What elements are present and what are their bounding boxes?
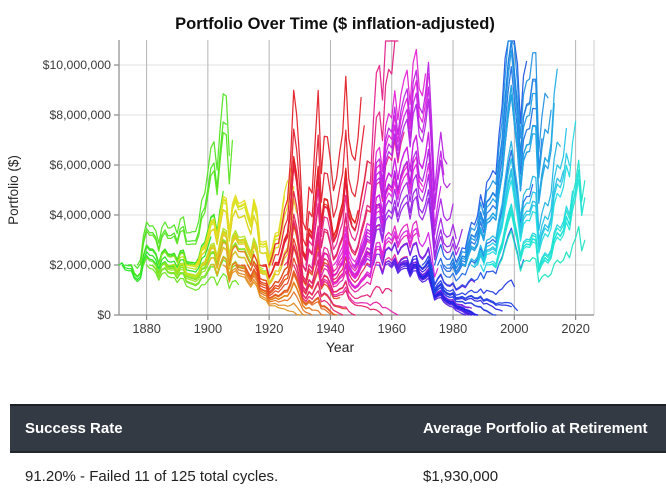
- cycle-line-1970: [421, 255, 515, 296]
- y-tick-label: $6,000,000: [49, 158, 111, 172]
- cycle-line-1987: [473, 127, 568, 266]
- cycle-line-1885: [161, 238, 255, 280]
- results-table: Success Rate Average Portfolio at Retire…: [10, 404, 666, 500]
- cycle-line-1905: [222, 264, 301, 316]
- y-tick-label: $2,000,000: [49, 258, 111, 272]
- cycle-line-1948: [354, 61, 448, 266]
- cycle-line-1939: [326, 220, 420, 288]
- cycle-line-1920: [268, 75, 362, 266]
- cycle-line-1935: [314, 251, 408, 293]
- cycle-line-1934: [311, 131, 405, 273]
- cycle-line-1990: [483, 120, 577, 266]
- x-tick-label: 2000: [500, 321, 528, 336]
- cycle-line-1923: [277, 160, 371, 266]
- cycle-line-1985: [467, 140, 561, 266]
- cycle-line-1982: [458, 49, 552, 266]
- cycle-line-1944: [342, 162, 436, 280]
- cycle-line-1953: [369, 187, 463, 266]
- cycle-line-1984: [464, 68, 558, 266]
- cycle-line-1899: [204, 198, 298, 286]
- cycle-line-1912: [243, 264, 338, 316]
- cycle-line-1952: [366, 196, 460, 268]
- y-tick-label: $4,000,000: [49, 208, 111, 222]
- cycle-line-1930: [299, 259, 393, 300]
- cycle-line-1931: [302, 40, 396, 271]
- cycle-line-1949: [357, 98, 451, 266]
- y-tick-label: $10,000,000: [43, 58, 112, 72]
- cycle-line-1941: [332, 48, 427, 266]
- avg-portfolio-header: Average Portfolio at Retirement: [408, 404, 666, 453]
- cycle-line-1950: [360, 148, 454, 266]
- cycle-line-1947: [351, 86, 445, 269]
- cycle-line-1927: [289, 244, 384, 316]
- cycle-line-1981: [455, 40, 549, 266]
- x-tick-label: 1900: [194, 321, 222, 336]
- cycle-line-1957: [381, 242, 476, 291]
- cycle-lines: [118, 40, 586, 316]
- success-rate-value: 91.20% - Failed 11 of 125 total cycles.: [10, 452, 408, 500]
- x-tick-label: 1980: [439, 321, 467, 336]
- cycle-line-1877: [136, 93, 230, 266]
- cycle-line-1878: [139, 131, 234, 266]
- chart-title: Portfolio Over Time ($ inflation-adjuste…: [175, 15, 495, 33]
- cycle-line-1968: [415, 264, 476, 316]
- cycle-line-1951: [363, 174, 457, 266]
- cycle-line-1928: [293, 264, 344, 316]
- cycle-line-1926: [286, 219, 381, 284]
- results-table-row: 91.20% - Failed 11 of 125 total cycles. …: [10, 452, 666, 500]
- cycle-line-1932: [305, 40, 399, 266]
- cycle-line-1971: [424, 259, 519, 312]
- cycle-line-1945: [345, 227, 439, 289]
- cycle-line-1929: [296, 264, 356, 316]
- cycle-line-1956: [378, 257, 473, 309]
- cycle-line-1908: [231, 261, 325, 316]
- y-axis-title: Portfolio ($): [6, 155, 21, 225]
- x-tick-label: 1880: [132, 321, 160, 336]
- cycle-line-1946: [348, 132, 442, 276]
- cycle-line-1880: [145, 264, 240, 291]
- portfolio-over-time-chart: Portfolio Over Time ($ inflation-adjuste…: [6, 15, 595, 355]
- results-table-header-row: Success Rate Average Portfolio at Retire…: [10, 404, 666, 453]
- cycle-line-1897: [198, 167, 292, 269]
- avg-portfolio-value: $1,930,000: [408, 452, 666, 500]
- cycle-line-1973: [430, 227, 525, 291]
- cycle-line-1961: [394, 264, 466, 316]
- portfolio-chart-svg: Portfolio Over Time ($ inflation-adjuste…: [6, 15, 595, 355]
- cycle-line-1871: [118, 236, 212, 281]
- cycle-line-1906: [225, 264, 307, 316]
- cycle-line-1994: [495, 159, 586, 269]
- axes: [114, 40, 594, 320]
- cycle-line-1976: [440, 149, 534, 282]
- cycle-line-1896: [194, 180, 289, 266]
- y-tick-label: $8,000,000: [49, 108, 111, 122]
- cycle-line-1979: [449, 40, 543, 270]
- cycle-line-1876: [133, 121, 227, 269]
- x-tick-label: 1960: [378, 321, 406, 336]
- cycle-line-1966: [409, 254, 503, 312]
- cycle-line-1983: [461, 93, 555, 267]
- cycle-line-1995: [498, 225, 586, 283]
- cycle-line-1936: [317, 264, 399, 316]
- cycle-line-1938: [323, 232, 417, 290]
- cycle-line-1875: [130, 190, 224, 278]
- cycle-line-1977: [443, 65, 537, 273]
- y-tick-label: $0: [97, 308, 111, 322]
- x-axis-title: Year: [326, 339, 355, 355]
- cycle-line-1988: [476, 152, 571, 266]
- success-rate-header: Success Rate: [10, 404, 408, 453]
- cycle-line-1921: [271, 125, 365, 266]
- x-tick-label: 1940: [316, 321, 344, 336]
- x-tick-label: 2020: [561, 321, 589, 336]
- cycle-line-1909: [234, 264, 313, 316]
- cycle-line-1972: [427, 264, 497, 316]
- x-tick-label: 1920: [255, 321, 283, 336]
- cycle-line-1993: [492, 178, 586, 273]
